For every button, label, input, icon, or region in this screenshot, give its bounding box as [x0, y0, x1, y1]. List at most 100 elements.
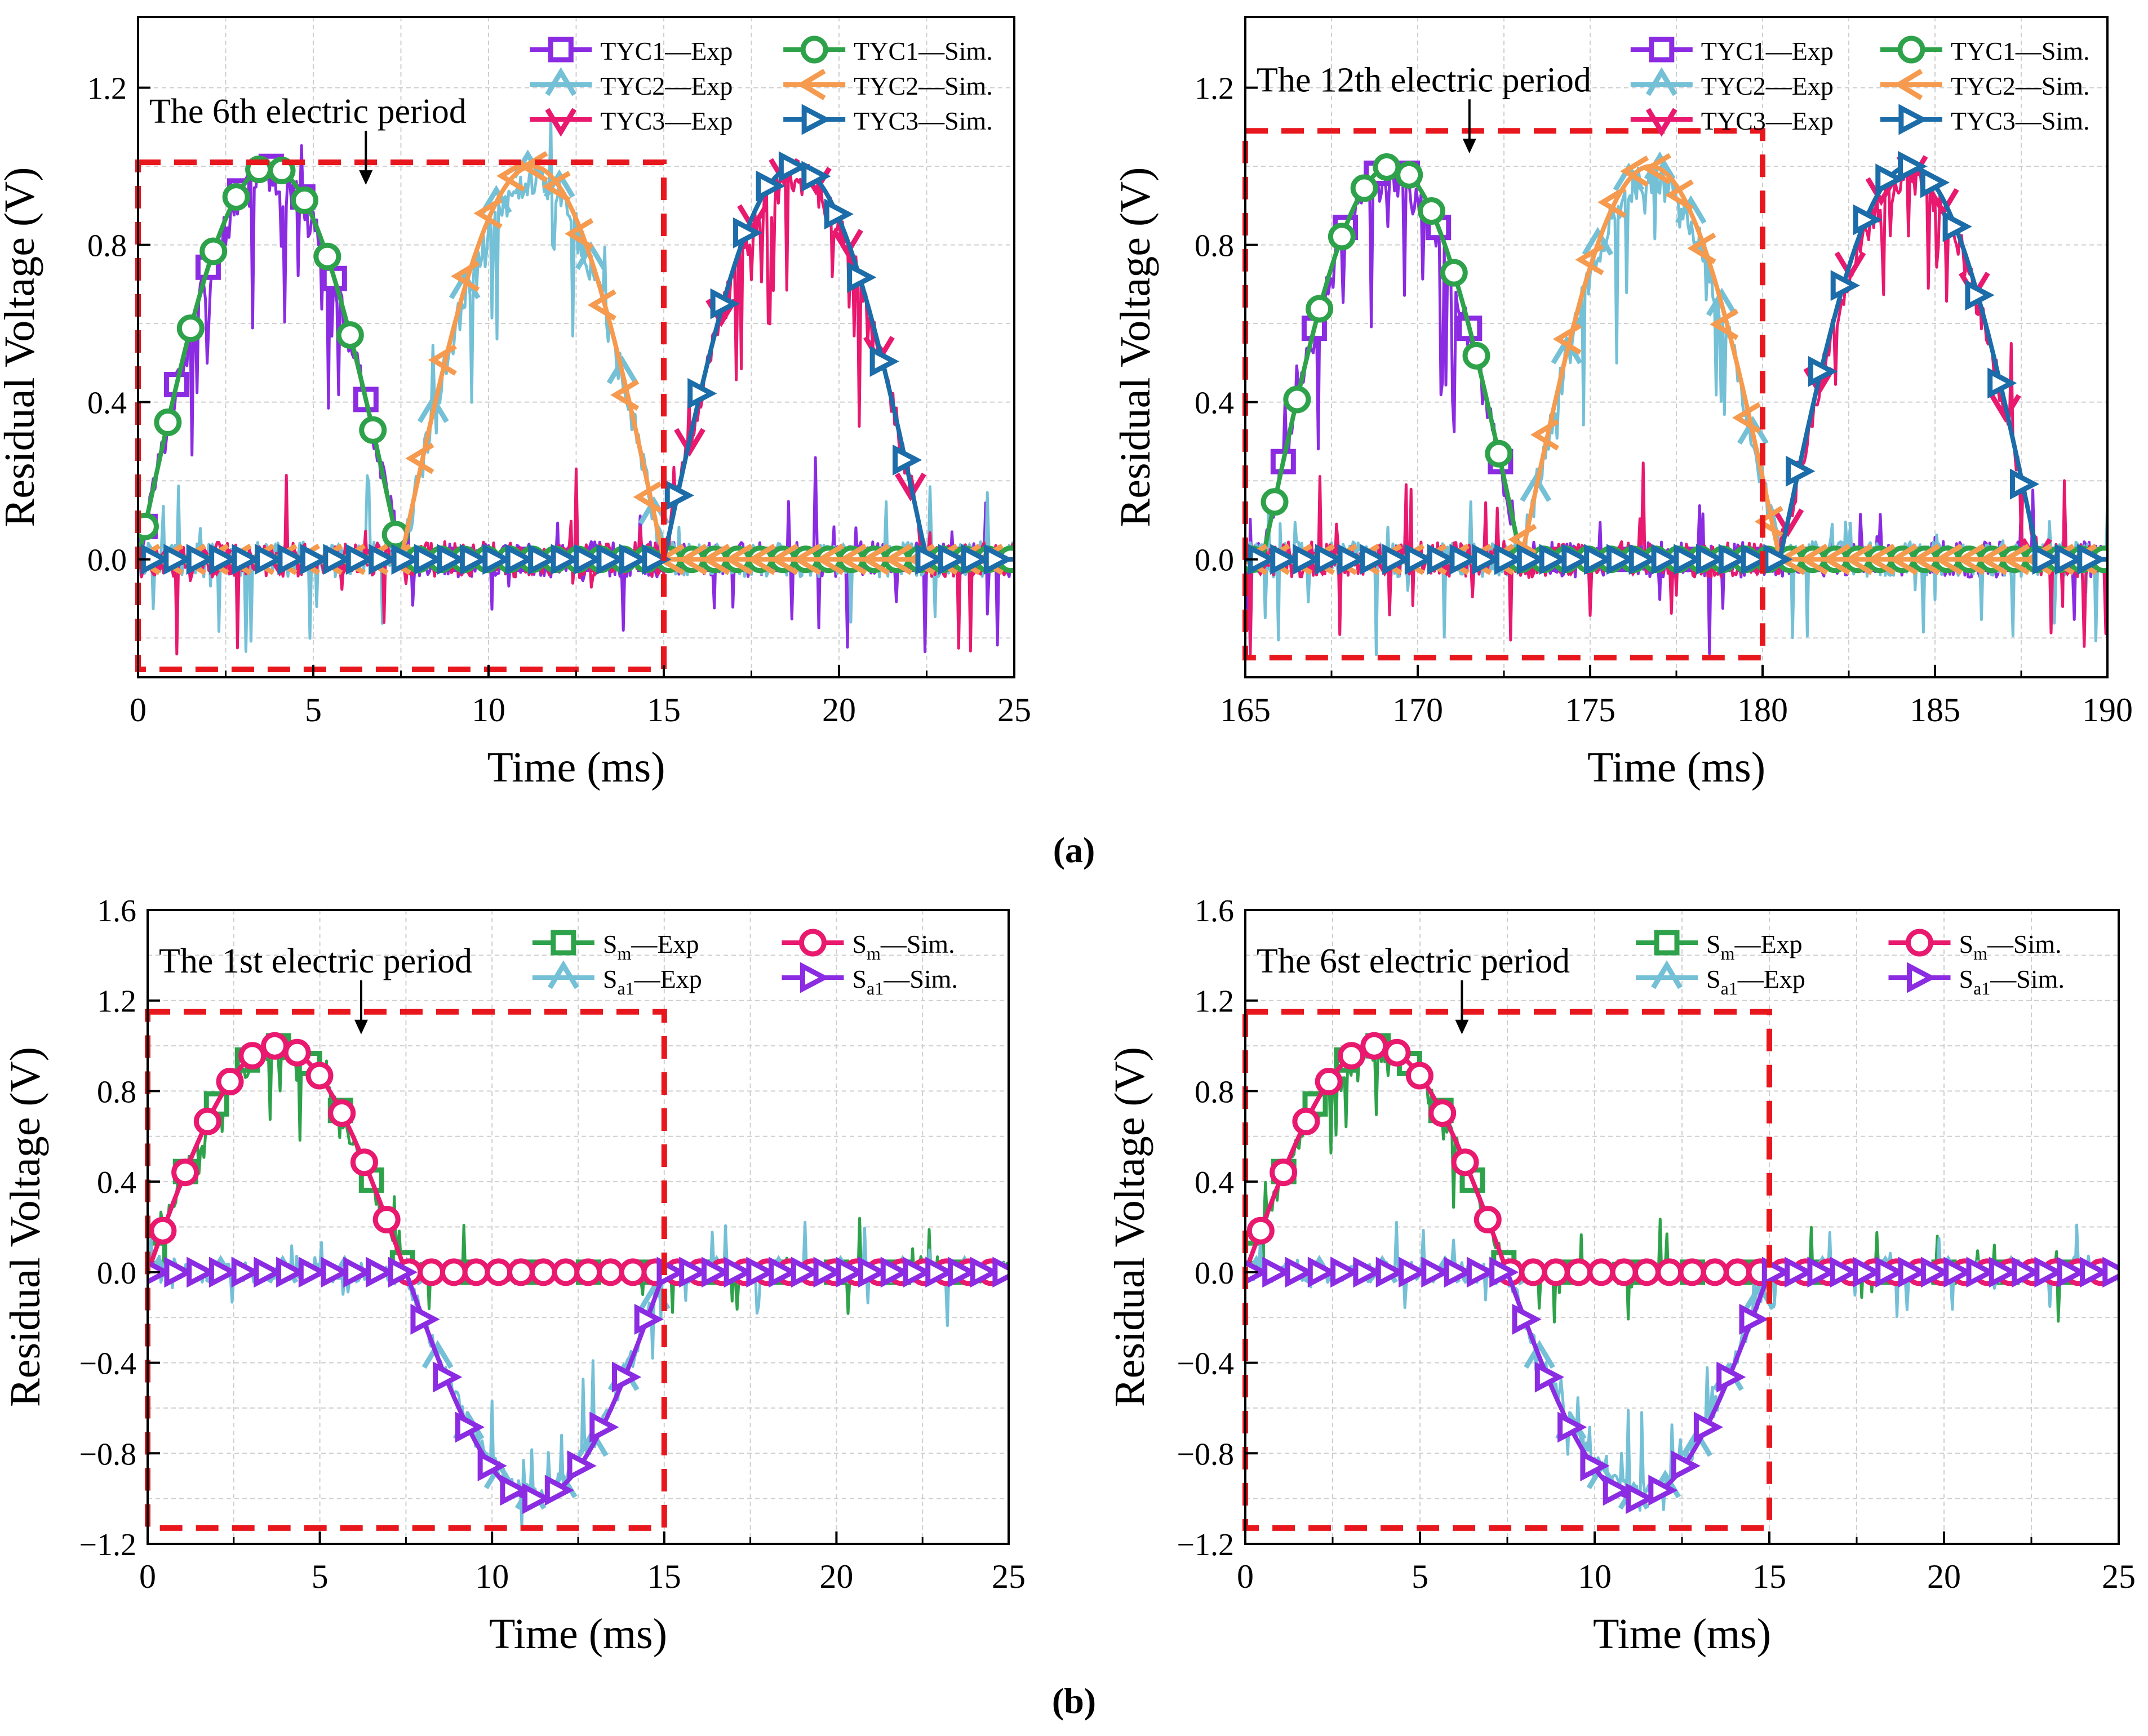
x-tick-label: 20: [822, 691, 856, 729]
data-marker: [1270, 1158, 1298, 1187]
y-tick-label: −0.4: [79, 1347, 136, 1382]
data-marker: [276, 1257, 306, 1288]
x-tick-label: 15: [647, 1558, 681, 1595]
data-marker: [1472, 544, 1502, 575]
data-marker: [350, 1148, 378, 1176]
data-marker: [860, 543, 890, 575]
data-marker: [1561, 544, 1591, 575]
series-tyc3-sim-: [138, 151, 1014, 575]
data-marker: [459, 544, 490, 575]
x-tick-label: 25: [992, 1558, 1026, 1595]
legend-marker: [548, 960, 579, 989]
data-marker: [1732, 402, 1761, 434]
y-tick-label: 0.0: [97, 1256, 136, 1291]
data-marker: [1582, 227, 1614, 256]
data-marker: [283, 1038, 311, 1067]
legend-marker: [800, 35, 828, 64]
data-marker: [1671, 1450, 1701, 1481]
data-marker: [674, 428, 705, 457]
data-marker: [1542, 1258, 1570, 1286]
x-tick-label: 165: [1220, 691, 1271, 729]
data-marker: [565, 218, 594, 250]
y-tick-label: 1.2: [87, 72, 127, 106]
data-marker: [277, 544, 307, 575]
data-marker: [369, 544, 398, 575]
y-tick-label: 0.0: [1195, 543, 1234, 578]
data-marker: [551, 544, 580, 575]
data-marker: [1552, 323, 1582, 355]
data-marker: [1956, 543, 1985, 575]
data-marker: [1520, 473, 1552, 502]
data-marker: [746, 1257, 776, 1288]
data-marker: [186, 544, 216, 575]
data-marker: [440, 1258, 468, 1286]
y-tick-label: 1.2: [1195, 72, 1234, 106]
y-axis-label: Residual Voltage (V): [1112, 167, 1159, 527]
panel-label-a: (a): [1053, 830, 1095, 870]
data-marker: [832, 229, 863, 258]
legend-label: TYC1—Exp: [600, 37, 733, 65]
y-tick-label: 0.8: [1195, 229, 1234, 264]
data-marker: [300, 544, 330, 575]
chart-b-left: 0 5 10 15 20 25 −1.2 −0.8 −0.4 0.0 0.4 0.8 1.2 1.6 Tim…: [2, 894, 1026, 1658]
annotation-text: The 1st electric period: [159, 942, 472, 980]
data-marker: [480, 185, 512, 214]
data-marker: [1739, 1303, 1769, 1335]
data-marker: [1512, 1303, 1542, 1335]
data-marker: [238, 1042, 267, 1070]
data-marker: [298, 1257, 328, 1288]
data-marker: [1353, 1257, 1383, 1288]
data-marker: [209, 544, 239, 575]
data-marker: [1648, 1475, 1678, 1506]
data-marker: [1724, 1258, 1752, 1286]
data-marker: [1292, 544, 1322, 575]
data-marker: [792, 543, 822, 575]
data-marker: [328, 1099, 356, 1127]
data-marker: [1307, 1257, 1337, 1288]
x-tick-label: 0: [1237, 1558, 1254, 1595]
data-marker: [519, 151, 548, 183]
data-marker: [992, 1257, 1009, 1288]
data-marker: [596, 544, 626, 575]
data-marker: [544, 1475, 574, 1506]
data-marker: [679, 1257, 709, 1288]
data-marker: [1530, 419, 1560, 451]
data-marker: [664, 479, 694, 511]
y-tick-label: 0.4: [1195, 1165, 1234, 1200]
data-marker: [552, 1258, 580, 1286]
data-marker: [1920, 1257, 1951, 1288]
data-marker: [813, 1257, 843, 1288]
data-marker: [1283, 385, 1311, 414]
legend-marker: [1649, 37, 1675, 63]
data-marker: [1440, 259, 1468, 287]
data-marker: [1551, 335, 1583, 365]
x-tick-label: 170: [1392, 691, 1443, 729]
x-tick-label: 0: [139, 1558, 156, 1595]
y-tick-label: 0.8: [87, 229, 127, 264]
legend-label: TYC2—Exp: [1701, 72, 1834, 100]
data-marker: [417, 394, 449, 423]
data-marker: [522, 1483, 552, 1515]
legend-marker: [1906, 929, 1933, 957]
data-marker: [915, 544, 945, 575]
data-marker: [1741, 544, 1770, 575]
data-marker: [462, 1258, 490, 1286]
data-marker: [1375, 1257, 1405, 1288]
data-marker: [2034, 1257, 2064, 1288]
data-marker: [1519, 1258, 1547, 1286]
data-marker: [961, 544, 991, 575]
data-marker: [983, 544, 1013, 575]
data-marker: [1716, 1361, 1746, 1393]
data-marker: [824, 198, 854, 230]
data-marker: [321, 1257, 350, 1288]
data-marker: [1421, 1257, 1451, 1288]
data-marker: [505, 544, 535, 575]
data-marker: [1404, 544, 1435, 575]
legend-label: Sm—Exp: [603, 930, 699, 964]
data-marker: [1693, 1411, 1724, 1443]
data-marker: [199, 237, 228, 265]
data-marker: [1262, 1257, 1292, 1288]
data-marker: [482, 544, 512, 575]
legend-marker: [1897, 35, 1925, 64]
data-marker: [1597, 187, 1627, 218]
